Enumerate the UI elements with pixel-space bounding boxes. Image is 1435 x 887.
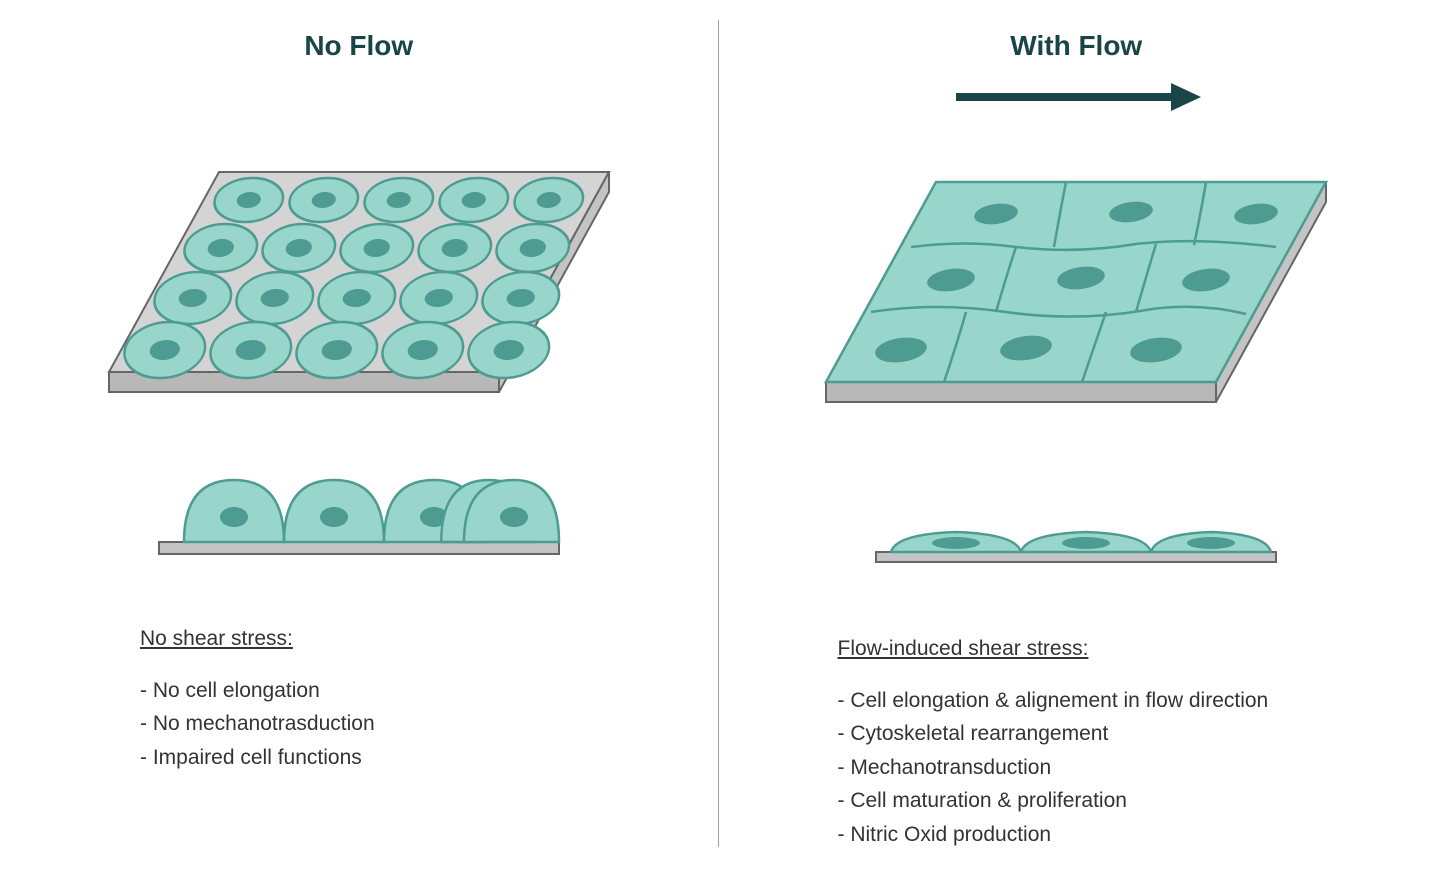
bullets-with-flow: Cell elongation & alignement in flow dir…	[838, 684, 1269, 852]
top-view-with-flow	[816, 152, 1336, 432]
bullet-item: No cell elongation	[140, 674, 375, 708]
title-no-flow: No Flow	[304, 30, 413, 62]
plate-side-flow	[876, 552, 1276, 562]
side-view-no-flow	[129, 452, 589, 572]
center-divider	[718, 20, 719, 847]
cells-round-grid	[120, 178, 587, 378]
bullet-item: Cell elongation & alignement in flow dir…	[838, 684, 1269, 718]
bullet-item: No mechanotrasduction	[140, 707, 375, 741]
diagram-container: No Flow	[0, 0, 1435, 887]
bullet-item: Impaired cell functions	[140, 741, 375, 775]
side-view-with-flow	[846, 462, 1306, 582]
plate-side-noflow	[159, 542, 559, 554]
bullet-item: Cytoskeletal rearrangement	[838, 717, 1269, 751]
bullet-item: Mechanotransduction	[838, 751, 1269, 785]
flow-arrow-container	[758, 72, 1396, 122]
bullet-item: Nitric Oxid production	[838, 818, 1269, 852]
bullet-item: Cell maturation & proliferation	[838, 784, 1269, 818]
heading-with-flow: Flow-induced shear stress:	[838, 632, 1269, 666]
side-cells-flat	[891, 532, 1271, 552]
heading-no-flow: No shear stress:	[140, 622, 375, 656]
bullets-no-flow: No cell elongation No mechanotrasduction…	[140, 674, 375, 775]
title-with-flow: With Flow	[1010, 30, 1142, 62]
side-cells-round	[184, 480, 559, 542]
top-view-no-flow	[99, 142, 619, 422]
text-block-no-flow: No shear stress: No cell elongation No m…	[140, 622, 375, 774]
flow-arrow-icon	[946, 77, 1206, 117]
text-block-with-flow: Flow-induced shear stress: Cell elongati…	[838, 632, 1269, 852]
panel-with-flow: With Flow	[718, 0, 1435, 887]
panel-no-flow: No Flow	[0, 0, 718, 887]
